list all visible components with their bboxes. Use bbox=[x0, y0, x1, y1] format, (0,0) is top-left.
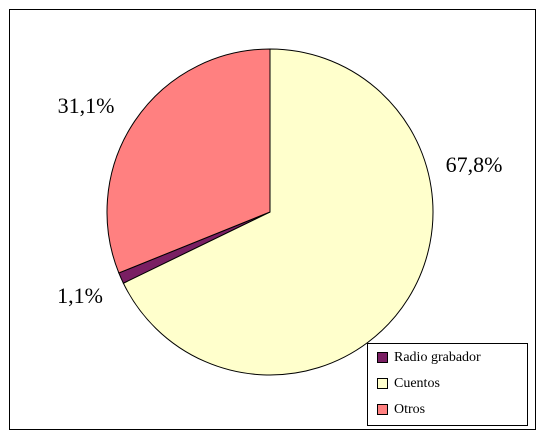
data-label: 31,1% bbox=[58, 93, 115, 118]
pie-slice bbox=[106, 48, 271, 274]
legend-label: Cuentos bbox=[394, 376, 440, 391]
legend-swatch bbox=[377, 352, 388, 363]
legend-label: Radio grabador bbox=[394, 350, 481, 365]
pie-slice bbox=[122, 48, 434, 376]
legend-box bbox=[367, 343, 528, 426]
legend-swatch bbox=[377, 404, 388, 415]
data-label: 1,1% bbox=[57, 283, 103, 308]
legend-label: Otros bbox=[394, 402, 425, 417]
legend-swatch bbox=[377, 378, 388, 389]
data-label: 67,8% bbox=[446, 152, 503, 177]
